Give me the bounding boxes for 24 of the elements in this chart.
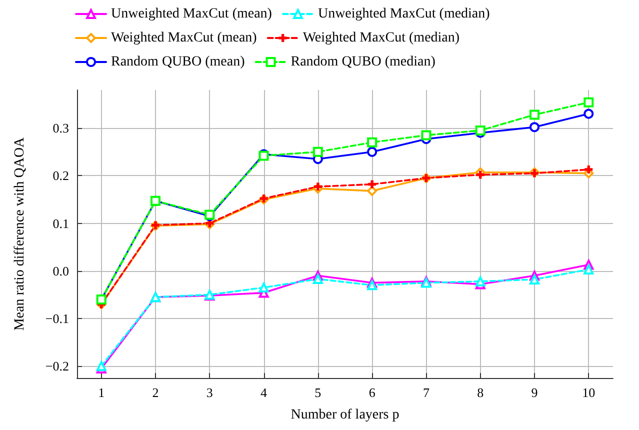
x-tick-label: 2	[152, 385, 159, 400]
y-tick-label: 0.3	[52, 120, 69, 136]
x-axis-title: Number of layers p	[290, 408, 400, 422]
x-tick-label: 10	[582, 385, 596, 400]
y-axis-title: Mean ratio difference with QAOA	[12, 136, 28, 331]
x-tick-label: 4	[260, 385, 268, 400]
y-tick-label: −0.1	[45, 310, 69, 326]
x-tick-label: 6	[368, 385, 376, 400]
legend-label: Weighted MaxCut (median)	[302, 30, 460, 46]
x-tick-label: 7	[422, 385, 430, 400]
legend-label: Unweighted MaxCut (median)	[318, 6, 490, 22]
y-tick-label: 0.2	[52, 168, 69, 184]
x-tick-label: 8	[477, 385, 484, 400]
x-tick-label: 1	[98, 385, 105, 400]
y-tick-label: −0.2	[45, 358, 69, 374]
x-tick-label: 9	[531, 385, 538, 400]
legend-label: Random QUBO (median)	[290, 54, 436, 70]
x-tick-label: 3	[206, 385, 213, 400]
x-tick-label: 5	[314, 385, 322, 400]
legend-label: Random QUBO (mean)	[111, 54, 246, 70]
y-tick-label: 0.1	[52, 216, 69, 231]
legend-label: Unweighted MaxCut (mean)	[111, 6, 272, 22]
legend-label: Weighted MaxCut (mean)	[111, 30, 258, 46]
y-tick-label: 0.0	[52, 263, 69, 278]
